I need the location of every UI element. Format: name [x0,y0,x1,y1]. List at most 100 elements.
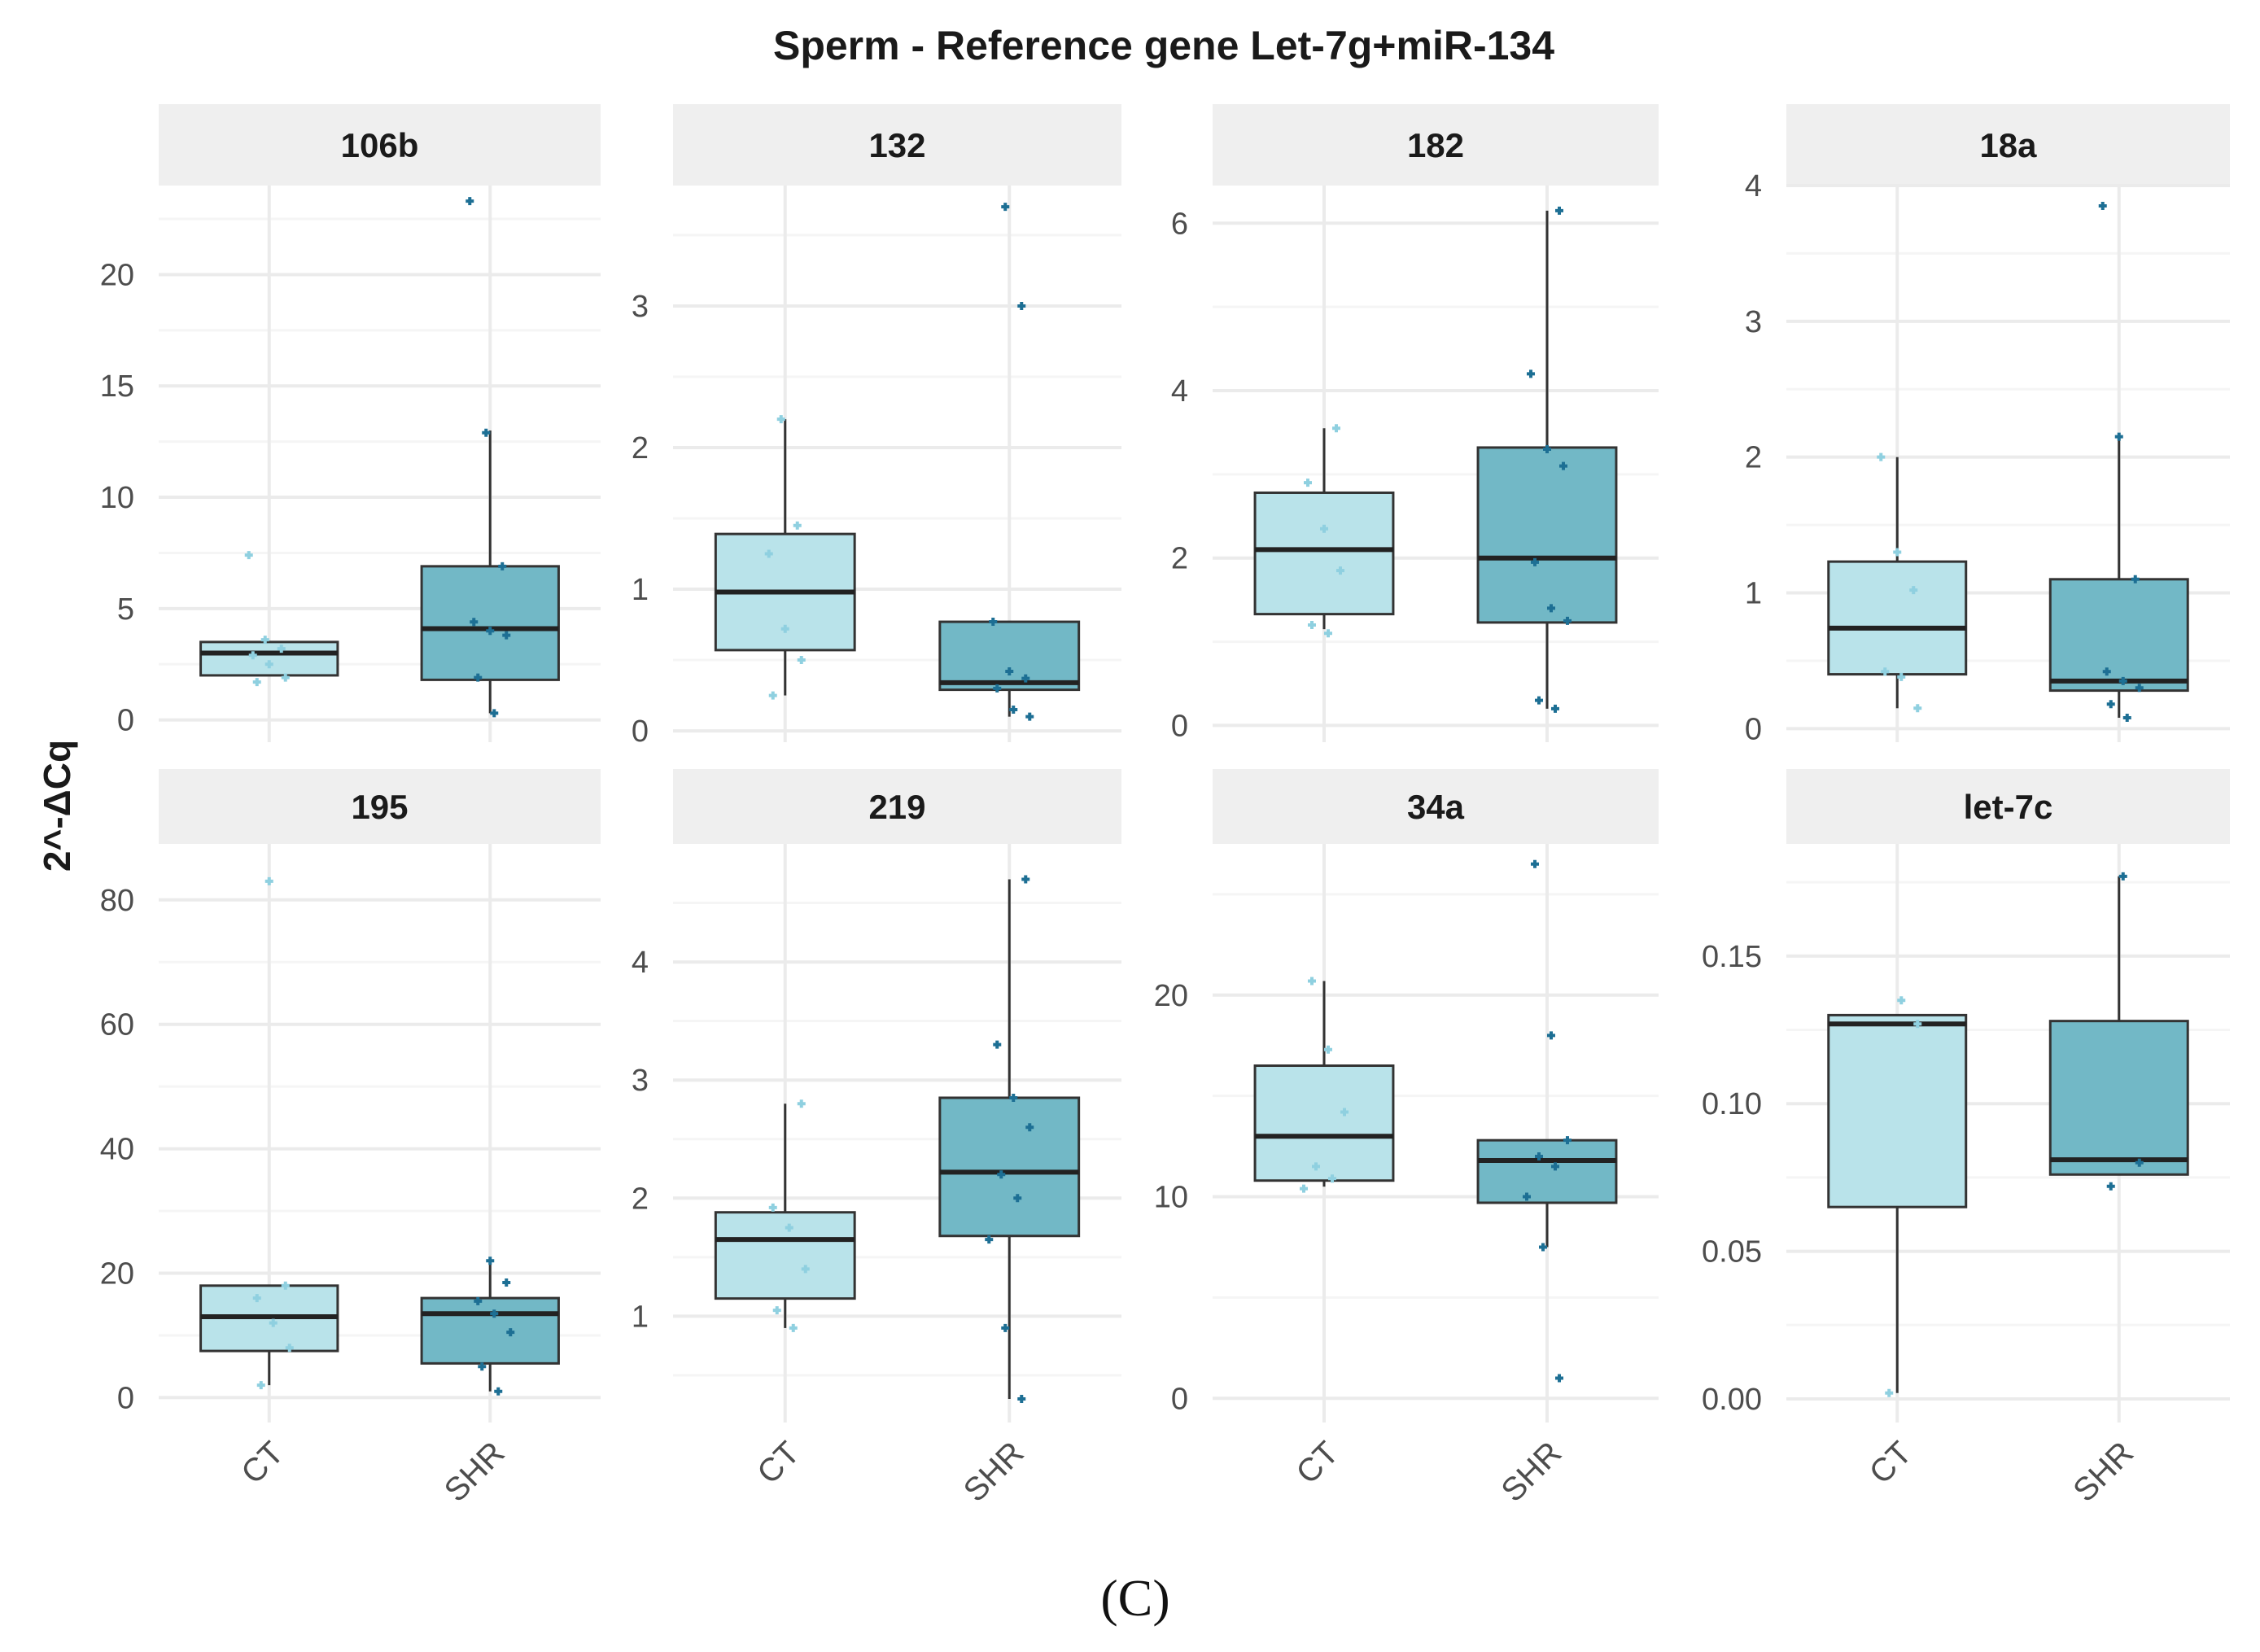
data-point [252,678,261,687]
data-point [474,673,483,682]
data-point [1312,1162,1320,1171]
iqr-box [420,1296,560,1365]
data-point [264,660,273,669]
y-tick-label: 5 [117,592,134,627]
box-CT [1253,424,1395,638]
y-tick-label: 0.10 [1702,1087,1762,1121]
data-point [470,618,479,627]
y-tick-label: 0 [1745,712,1762,746]
facet-strip [1786,769,2230,844]
data-point [768,691,777,700]
box-CT [199,551,339,687]
facet-strip [673,769,1121,844]
y-tick-label: 20 [100,258,134,292]
iqr-box [938,620,1081,692]
data-point [1547,1031,1555,1040]
y-tick-label: 20 [100,1257,134,1291]
data-point [2114,432,2123,441]
data-point [498,562,507,570]
facet-strip-label: 182 [1407,126,1464,164]
facet-strip-label: 34a [1407,788,1465,826]
data-point [1909,586,1918,595]
data-point [2135,684,2144,693]
panel-132: 132 0 1 2 3 [632,104,1121,749]
y-tick-label: 3 [632,290,649,324]
iqr-box [2048,1020,2189,1176]
data-point [1009,705,1018,714]
data-point [1340,1108,1349,1117]
data-point [1535,1152,1543,1160]
data-point [1539,1243,1547,1252]
data-point [502,631,511,640]
data-point [506,1328,515,1337]
box-SHR [420,197,560,718]
data-point [486,1256,495,1265]
data-point [1017,1394,1026,1403]
panel-18a: 18a 0 1 2 3 4 [1745,104,2230,746]
data-point [793,521,802,530]
data-point [785,1223,793,1232]
iqr-box [1253,1064,1395,1182]
data-point [285,1344,294,1353]
data-point [797,656,806,665]
data-point [2098,202,2107,211]
data-point [1523,1192,1531,1201]
data-point [1328,1174,1336,1183]
y-tick-label: 2 [1171,542,1188,576]
data-point [2106,700,2115,709]
data-point [1913,1020,1922,1029]
data-point [776,415,785,424]
data-point [1320,524,1328,533]
data-point [1025,1123,1034,1132]
chart-title: Sperm - Reference gene Let-7g+miR-134 [773,23,1554,68]
facet-strip [1786,104,2230,186]
iqr-box [714,1211,856,1300]
data-point [1308,977,1316,986]
y-tick-label: 0 [117,704,134,738]
iqr-box [1827,560,1968,676]
data-point [1001,1323,1010,1332]
box-SHR [938,203,1081,721]
y-tick-label: 15 [100,369,134,404]
y-tick-label: 0 [117,1381,134,1415]
data-point [1563,1136,1572,1145]
data-point [1025,712,1034,721]
data-point [768,1203,777,1212]
y-tick-label: 3 [632,1064,649,1098]
box-CT [1253,977,1395,1193]
data-point [993,1040,1002,1049]
data-point [478,1362,487,1371]
data-point [2118,676,2127,685]
data-point [1881,667,1890,676]
data-point [1332,424,1340,433]
data-point [989,618,998,627]
data-point [2122,713,2131,722]
y-tick-label: 2 [1745,441,1762,475]
y-tick-label: 4 [632,946,649,980]
y-tick-label: 0.00 [1702,1383,1762,1417]
data-point [1308,621,1316,629]
facet-strip [1213,769,1659,844]
data-point [252,1294,261,1303]
data-point [1017,301,1026,310]
data-point [1877,452,1886,461]
facet-strip-label: 195 [351,788,408,826]
data-point [1897,672,1906,681]
box-CT [199,876,339,1390]
facet-strip [673,104,1121,186]
data-point [2131,575,2140,583]
data-point [466,197,474,206]
box-SHR [2048,202,2189,722]
data-point [1535,696,1543,705]
data-point [2135,1158,2144,1167]
data-point [772,1306,781,1315]
figure-caption: (C) [1100,1569,1169,1627]
y-tick-label: 40 [100,1133,134,1167]
y-axis-label: 2^-ΔCq [36,740,78,872]
data-point [2102,667,2111,676]
data-point [1551,704,1559,713]
data-point [1543,445,1551,453]
